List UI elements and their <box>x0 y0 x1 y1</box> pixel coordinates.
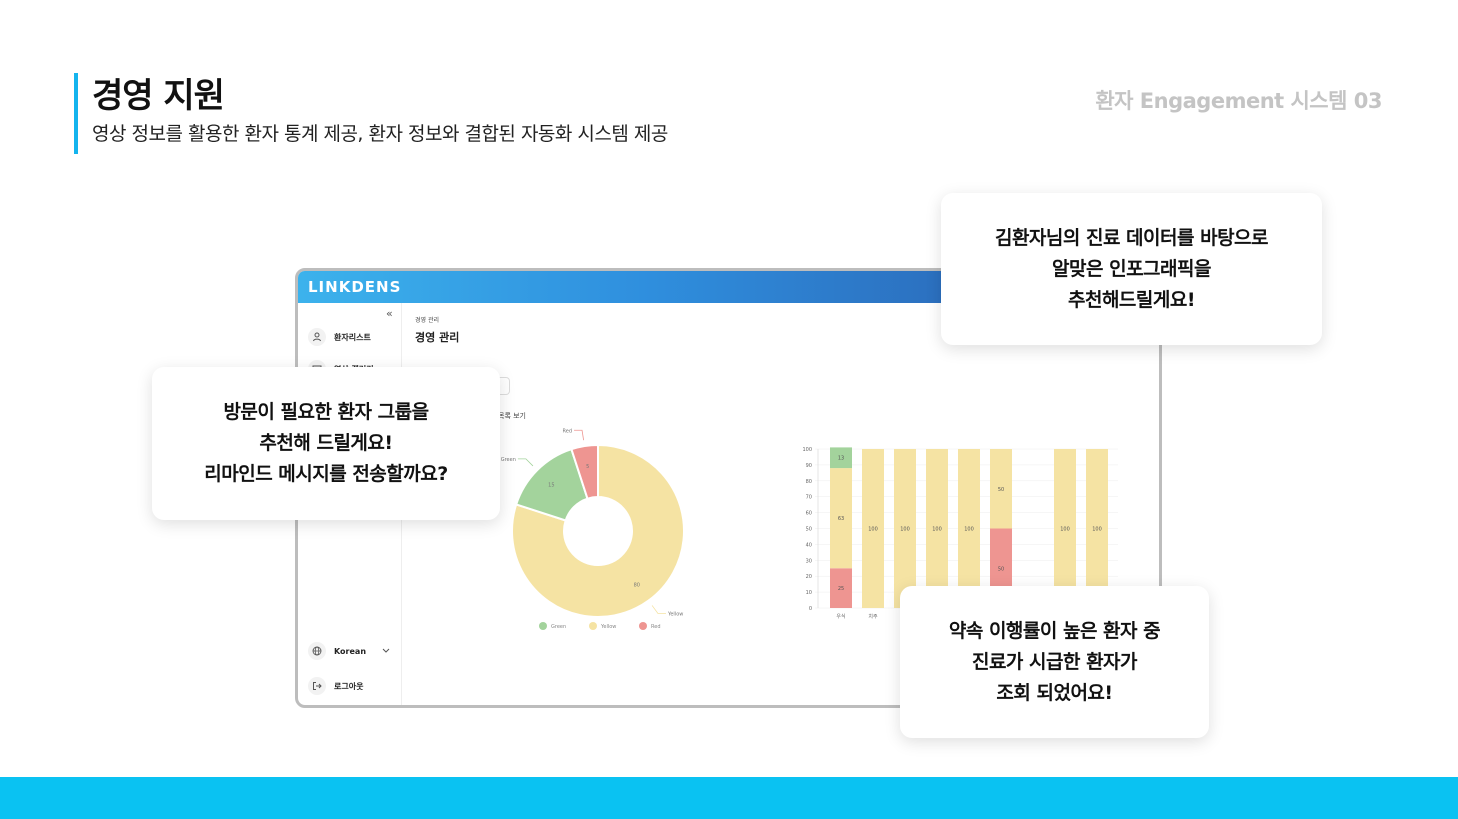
language-label: Korean <box>334 646 367 656</box>
bar-value-label: 100 <box>932 527 942 533</box>
y-tick-label: 40 <box>806 542 812 548</box>
y-tick-label: 100 <box>802 447 812 453</box>
sidebar-item-label: 환자리스트 <box>334 332 371 342</box>
x-tick-label: 우식 <box>836 613 845 620</box>
donut-category-label: Green <box>501 457 516 463</box>
app-logo: LINKDENS <box>308 278 402 296</box>
legend-label: Yellow <box>600 624 616 630</box>
bar-segment-yellow <box>894 449 916 608</box>
chevron-down-icon <box>382 647 390 656</box>
sidebar-item-patients[interactable]: 환자리스트 <box>308 328 371 346</box>
logout-label: 로그아웃 <box>334 681 364 691</box>
donut-legend: Green Yellow Red <box>539 622 661 630</box>
legend-swatch-green <box>539 622 547 630</box>
title-block: 경영 지원 영상 정보를 활용한 환자 통계 제공, 환자 정보와 결합된 자동… <box>74 73 668 154</box>
donut-slice-red <box>570 443 599 500</box>
donut-leader-line <box>651 605 666 614</box>
bar-segment-red <box>830 568 852 608</box>
bar-segment-yellow <box>958 449 980 608</box>
donut-value-label: 5 <box>586 464 589 470</box>
bar-segment-yellow <box>862 449 884 608</box>
donut-leader-line <box>517 458 534 467</box>
bar-value-label: 100 <box>1060 527 1070 533</box>
y-tick-label: 50 <box>806 527 812 533</box>
breadcrumb: 경영 관리 <box>415 317 439 324</box>
bar-segment-yellow <box>926 449 948 608</box>
language-select[interactable]: Korean <box>308 642 390 660</box>
callout-reminder: 방문이 필요한 환자 그룹을 추천해 드릴게요! 리마인드 메시지를 전송할까요… <box>152 367 500 520</box>
callout-line: 약속 이행률이 높은 환자 중 <box>948 619 1161 642</box>
logout-icon <box>308 677 326 695</box>
slide-title: 경영 지원 <box>92 76 225 116</box>
legend-swatch-red <box>639 622 647 630</box>
bar-segment-green <box>830 447 852 469</box>
callout-line: 리마인드 메시지를 전송할까요? <box>204 463 448 485</box>
bar-value-label: 100 <box>1092 527 1102 533</box>
y-tick-label: 10 <box>806 590 812 596</box>
bar-value-label: 50 <box>998 487 1004 493</box>
globe-icon <box>308 642 326 660</box>
bar-value-label: 13 <box>838 456 844 462</box>
bar-value-label: 50 <box>998 566 1004 572</box>
callout-line: 추천해드릴게요! <box>1067 288 1196 311</box>
section-tag: 환자 Engagement 시스템 03 <box>1095 89 1382 113</box>
y-tick-label: 20 <box>806 574 812 580</box>
legend-label: Green <box>551 624 566 630</box>
bar-segment-yellow <box>990 449 1012 529</box>
callout-line: 추천해 드릴게요! <box>259 432 393 454</box>
donut-leader-line <box>574 429 585 441</box>
bar-segment-yellow <box>1054 449 1076 608</box>
bar-segment-yellow <box>830 468 852 569</box>
filter-tab[interactable] <box>498 377 510 395</box>
bar-value-label: 63 <box>838 516 844 522</box>
slide-subtitle: 영상 정보를 활용한 환자 통계 제공, 환자 정보와 결합된 자동화 시스템 … <box>92 123 668 145</box>
y-tick-label: 60 <box>806 511 812 517</box>
donut-slice-yellow <box>511 443 685 618</box>
legend-swatch-yellow <box>589 622 597 630</box>
y-tick-label: 70 <box>806 495 812 501</box>
callout-line: 김환자님의 진료 데이터를 바탕으로 <box>994 226 1269 249</box>
bar-segment-yellow <box>1086 449 1108 608</box>
bar-value-label: 100 <box>868 527 878 533</box>
callout-line: 알맞은 인포그래픽을 <box>1052 257 1211 280</box>
donut-value-label: 80 <box>634 582 640 588</box>
person-icon <box>308 328 326 346</box>
bottom-band <box>0 777 1458 819</box>
donut-category-label: Red <box>563 428 573 434</box>
detail-link[interactable]: 목록 보기 <box>498 412 526 420</box>
bar-value-label: 100 <box>964 527 974 533</box>
callout-line: 방문이 필요한 환자 그룹을 <box>223 401 429 423</box>
x-tick-label: 치주 <box>868 613 878 620</box>
charts-area: 80 Yellow 15 Green 5 Red Green Yellow Red 0 10 20… <box>501 428 1118 630</box>
bar-value-label: 25 <box>838 586 844 592</box>
donut-value-label: 15 <box>548 482 554 488</box>
y-tick-label: 80 <box>806 479 812 485</box>
callout-urgent-patients: 약속 이행률이 높은 환자 중 진료가 시급한 환자가 조회 되었어요! <box>900 586 1209 738</box>
callout-line: 진료가 시급한 환자가 <box>971 650 1138 673</box>
stacked-bar-chart: 0 10 20 30 40 50 60 70 80 90 100 25 63 13 우식 100 치주 100 10… <box>802 447 1118 620</box>
logout-button[interactable]: 로그아웃 <box>308 677 363 695</box>
collapse-sidebar-icon[interactable]: « <box>386 307 393 320</box>
donut-category-label: Yellow <box>667 612 683 618</box>
callout-infographic: 김환자님의 진료 데이터를 바탕으로 알맞은 인포그래픽을 추천해드릴게요! <box>941 193 1322 345</box>
y-tick-label: 90 <box>806 463 812 469</box>
legend-label: Red <box>651 624 661 630</box>
page-title: 경영 관리 <box>415 331 460 344</box>
donut-chart: 80 Yellow 15 Green 5 Red <box>501 428 685 618</box>
bar-value-label: 100 <box>900 527 910 533</box>
y-tick-label: 0 <box>809 606 812 612</box>
main-content: 경영 관리 경영 관리 목록 보기 <box>403 303 1159 705</box>
callout-line: 조회 되었어요! <box>996 681 1113 704</box>
y-tick-label: 30 <box>806 558 812 564</box>
